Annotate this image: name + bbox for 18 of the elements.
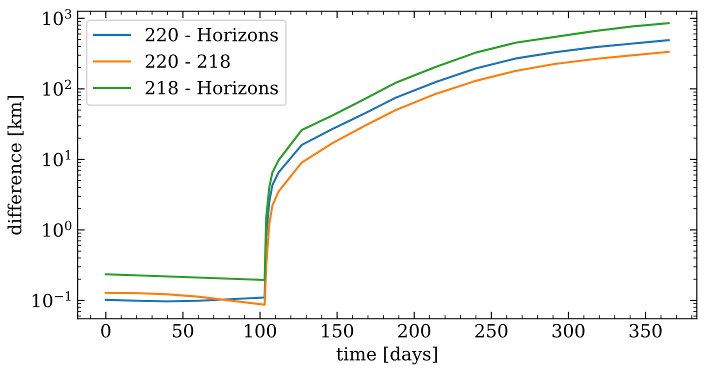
legend-label: 220 - Horizons bbox=[146, 28, 278, 42]
x-tick-label: 150 bbox=[322, 324, 354, 338]
x-tick-label: 100 bbox=[244, 324, 276, 338]
y-tick-label: 10$^{0}$ bbox=[43, 220, 72, 237]
x-tick-label: 0 bbox=[101, 324, 110, 338]
y-tick-label: 10$^{1}$ bbox=[43, 150, 70, 166]
y-tick-label: 10$^{−1}$ bbox=[32, 291, 71, 308]
x-tick-label: 250 bbox=[475, 324, 508, 338]
y-tick-label: 10$^{2}$ bbox=[43, 80, 71, 96]
y-tick-label: 10$^{3}$ bbox=[43, 9, 72, 26]
legend-label: 218 - Horizons bbox=[146, 80, 278, 94]
x-tick-label: 200 bbox=[398, 324, 430, 338]
y-axis-title: difference [km] bbox=[8, 96, 24, 235]
x-tick-label: 50 bbox=[172, 324, 194, 338]
legend-label: 220 - 218 bbox=[146, 54, 230, 68]
x-tick-label: 350 bbox=[630, 324, 662, 338]
x-tick-label: 300 bbox=[552, 324, 584, 338]
x-axis-title: time [days] bbox=[336, 346, 437, 364]
